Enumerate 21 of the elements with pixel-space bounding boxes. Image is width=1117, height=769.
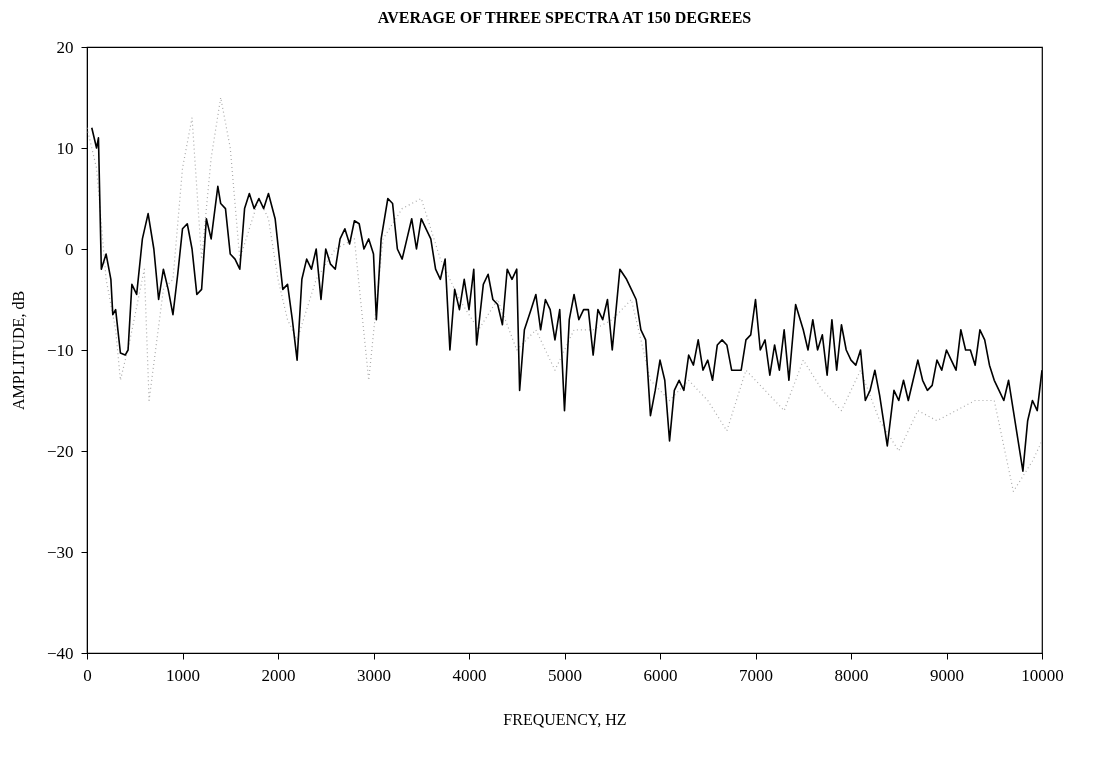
x-tick-label: 8000 — [834, 665, 869, 685]
y-tick-label: −40 — [46, 643, 74, 663]
x-axis-title: FREQUENCY, HZ — [503, 710, 627, 728]
y-tick-label: −30 — [46, 542, 74, 562]
y-tick-label: 20 — [56, 37, 74, 57]
y-tick-label: −10 — [46, 340, 74, 360]
y-tick-label: −20 — [46, 441, 74, 461]
x-tick-label: 3000 — [357, 665, 391, 685]
y-tick-label: 0 — [65, 239, 74, 259]
y-axis-title: AMPLITUDE, dB — [9, 290, 27, 411]
x-tick-label: 6000 — [643, 665, 678, 685]
x-tick-label: 4000 — [452, 665, 487, 685]
x-tick-label: 2000 — [261, 665, 296, 685]
x-tick-label: 10000 — [1021, 665, 1064, 685]
x-tick-label: 7000 — [739, 665, 773, 685]
x-tick-label: 9000 — [930, 665, 964, 685]
chart-title: AVERAGE OF THREE SPECTRA AT 150 DEGREES — [377, 9, 752, 26]
x-tick-label: 1000 — [166, 665, 200, 685]
x-tick-label: 5000 — [548, 665, 582, 685]
y-tick-label: 10 — [56, 138, 74, 158]
x-tick-label: 0 — [83, 665, 92, 685]
